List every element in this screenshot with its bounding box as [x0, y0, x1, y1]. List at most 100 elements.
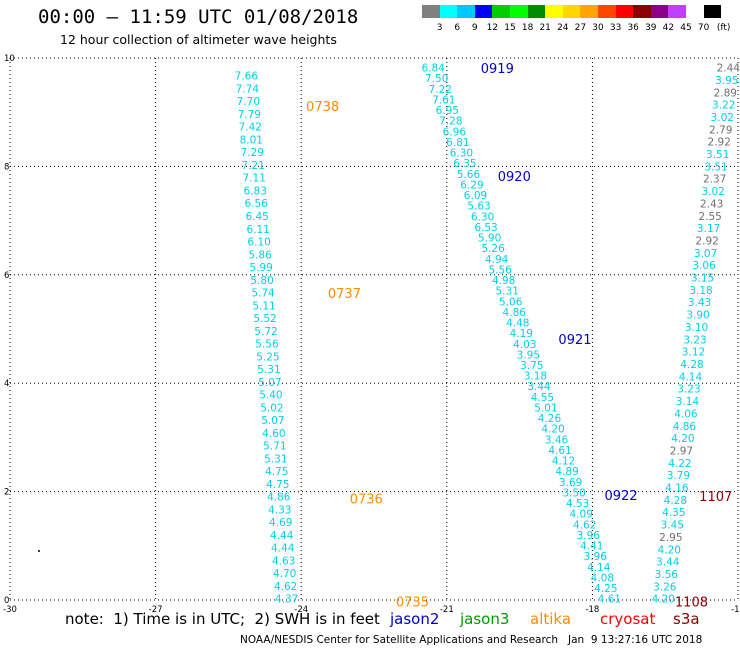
wave-height-value: 4.75	[266, 479, 289, 491]
wave-height-value: 4.48	[506, 318, 529, 330]
wave-height-value: 3.26	[653, 581, 677, 593]
legend-cryosat: cryosat	[600, 610, 656, 628]
note-text: note: 1) Time is in UTC; 2) SWH is in fe…	[65, 610, 380, 628]
x-tick-label: -21	[440, 605, 454, 615]
y-tick-label: 6	[4, 271, 9, 281]
wave-height-value: 5.52	[253, 313, 276, 325]
wave-height-value: 5.01	[534, 402, 557, 414]
wave-height-value: 3.96	[584, 551, 608, 563]
wave-height-value: 6.35	[453, 158, 476, 170]
wave-height-value: 3.17	[697, 223, 720, 235]
wave-height-value: 4.41	[580, 541, 603, 553]
y-tick-label: 8	[4, 162, 9, 172]
wave-height-value: 5.71	[263, 441, 286, 453]
pass-time-label: 0921	[558, 333, 591, 348]
wave-height-value: 2.92	[695, 235, 718, 247]
wave-height-value: 4.25	[594, 583, 617, 595]
pass-time-label: 1107	[699, 490, 732, 505]
x-tick-label: -30	[3, 605, 17, 615]
y-tick-label: 2	[4, 488, 9, 498]
wave-height-value: 7.21	[242, 160, 265, 172]
wave-height-value: 3.95	[517, 349, 540, 361]
wave-height-value: 5.90	[478, 233, 501, 245]
color-swatch	[633, 5, 651, 18]
color-level-label: 30	[592, 23, 604, 33]
wave-height-value: 4.03	[513, 339, 536, 351]
wave-height-value: 4.14	[587, 562, 611, 574]
color-swatch	[422, 5, 440, 18]
wave-height-value: 4.20	[671, 433, 694, 445]
color-swatch	[510, 5, 528, 18]
wave-height-value: 3.12	[682, 347, 705, 359]
wave-height-value: 4.26	[538, 413, 562, 425]
wave-height-value: 4.69	[269, 517, 292, 529]
pass-time-label: 0922	[605, 489, 638, 504]
wave-height-value: 7.70	[237, 96, 260, 108]
wave-height-value: 6.96	[443, 126, 467, 138]
wave-height-value: 4.08	[591, 572, 614, 584]
wave-height-value: 3.23	[683, 334, 706, 346]
wave-height-value: 5.56	[255, 339, 279, 351]
wave-height-value: 6.10	[247, 237, 270, 249]
color-swatch	[545, 5, 563, 18]
wave-height-value: 3.51	[704, 161, 727, 173]
wave-height-value: 7.11	[243, 173, 266, 185]
wave-height-value: 4.33	[268, 504, 291, 516]
wave-height-value: 3.44	[527, 381, 551, 393]
wave-height-value: 7.50	[425, 73, 448, 85]
wave-height-value: 5.26	[481, 243, 505, 255]
wave-height-value: 5.74	[251, 288, 275, 300]
color-level-label: 27	[574, 23, 587, 33]
pass-time-label: 0737	[328, 287, 361, 302]
wave-height-value: 5.02	[260, 402, 283, 414]
color-level-label: 70	[697, 23, 710, 33]
wave-height-value: 5.86	[248, 249, 272, 261]
x-tick-label: -18	[585, 605, 599, 615]
color-level-label: 3	[436, 23, 443, 33]
wave-height-value: 3.15	[691, 273, 714, 285]
wave-height-value: 5.31	[264, 453, 287, 465]
wave-height-value: 2.55	[698, 211, 721, 223]
wave-height-value: 6.30	[450, 148, 473, 160]
wave-height-value: 3.96	[577, 530, 601, 542]
wave-height-value: 6.30	[471, 211, 494, 223]
wave-height-value: 4.98	[492, 275, 515, 287]
wave-height-value: 4.89	[555, 466, 578, 478]
wave-height-value: 3.50	[562, 487, 585, 499]
wave-height-value: 6.29	[460, 179, 483, 191]
wave-height-value: 3.02	[711, 112, 734, 124]
pass-time-label: 0738	[306, 100, 339, 115]
wave-height-value: 4.44	[270, 530, 294, 542]
color-level-label: 6	[454, 23, 461, 33]
wave-height-value: 4.06	[674, 408, 698, 420]
wave-height-value: 6.83	[244, 185, 267, 197]
wave-height-value: 5.31	[496, 286, 519, 298]
color-level-label: 21	[539, 23, 551, 33]
legend-s3a: s3a	[673, 610, 700, 628]
color-swatch	[703, 5, 722, 18]
wave-height-value: 4.14	[679, 371, 703, 383]
wave-height-value: 3.43	[688, 297, 711, 309]
wave-height-value: 3.10	[685, 322, 708, 334]
y-tick-label: 4	[4, 379, 9, 389]
wave-height-value: 4.86	[267, 492, 291, 504]
wave-height-value: 3.02	[701, 186, 724, 198]
wave-height-value: 4.86	[503, 307, 527, 319]
wave-height-value: 6.84	[422, 63, 446, 75]
wave-height-value: 4.09	[570, 509, 593, 521]
wave-height-value: 3.18	[689, 285, 712, 297]
wave-height-value: 4.61	[548, 445, 571, 457]
legend-altika: altika	[530, 610, 572, 628]
map-speck	[38, 550, 40, 552]
color-swatch	[527, 5, 546, 18]
wave-height-value: 7.74	[236, 83, 260, 95]
x-tick-label: -24	[294, 605, 308, 615]
color-level-label: 12	[486, 23, 499, 33]
wave-height-value: 4.44	[271, 543, 295, 555]
color-level-label: 18	[521, 23, 534, 33]
wave-height-value: 4.53	[566, 498, 589, 510]
wave-height-value: 2.89	[714, 87, 737, 99]
wave-height-value: 6.09	[464, 190, 487, 202]
wave-height-value: 5.11	[252, 300, 275, 312]
